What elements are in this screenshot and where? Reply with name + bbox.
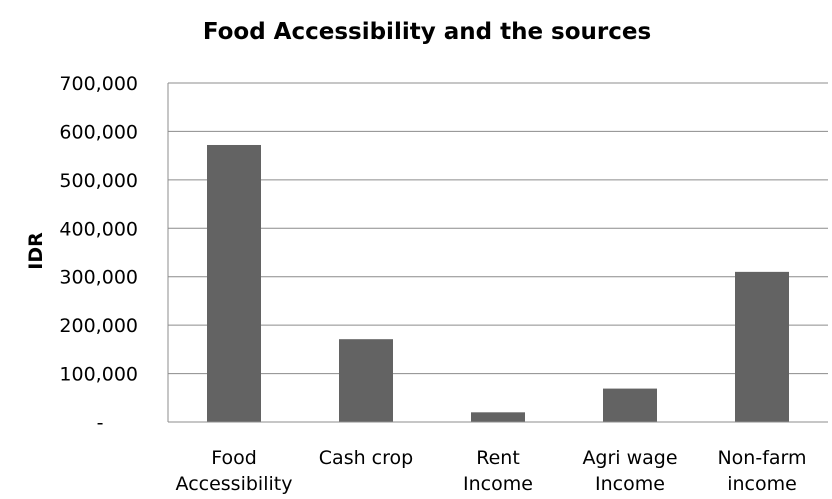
y-axis-label: IDR [25,232,47,270]
y-tick-label: 400,000 [59,218,138,240]
bar [471,412,525,422]
chart-title: Food Accessibility and the sources [203,19,651,45]
y-tick-label: 100,000 [59,364,138,386]
y-tick-label: 700,000 [59,73,138,95]
bar [207,144,261,422]
y-tick-label: 600,000 [59,121,138,143]
y-tick-label: - [97,412,104,434]
y-tick-label: 300,000 [59,267,138,289]
bars [207,144,789,422]
x-category-label: Agri wage Income [582,447,677,495]
x-category-label: Rent Income [463,447,533,495]
x-category-label: Cash crop [319,447,413,469]
x-category-labels: Food Accessibility Cash crop Rent Income Agri… [176,447,807,495]
y-tick-labels: - 100,000 200,000 300,000 400,000 500,000 600,… [59,73,138,434]
bar [339,339,393,422]
y-tick-label: 200,000 [59,315,138,337]
x-category-label: Food Accessibility [176,447,293,495]
bar [603,388,657,422]
x-category-label: Non-farm income [717,447,806,495]
bar [735,271,789,422]
y-tick-label: 500,000 [59,170,138,192]
gridlines [168,82,828,375]
